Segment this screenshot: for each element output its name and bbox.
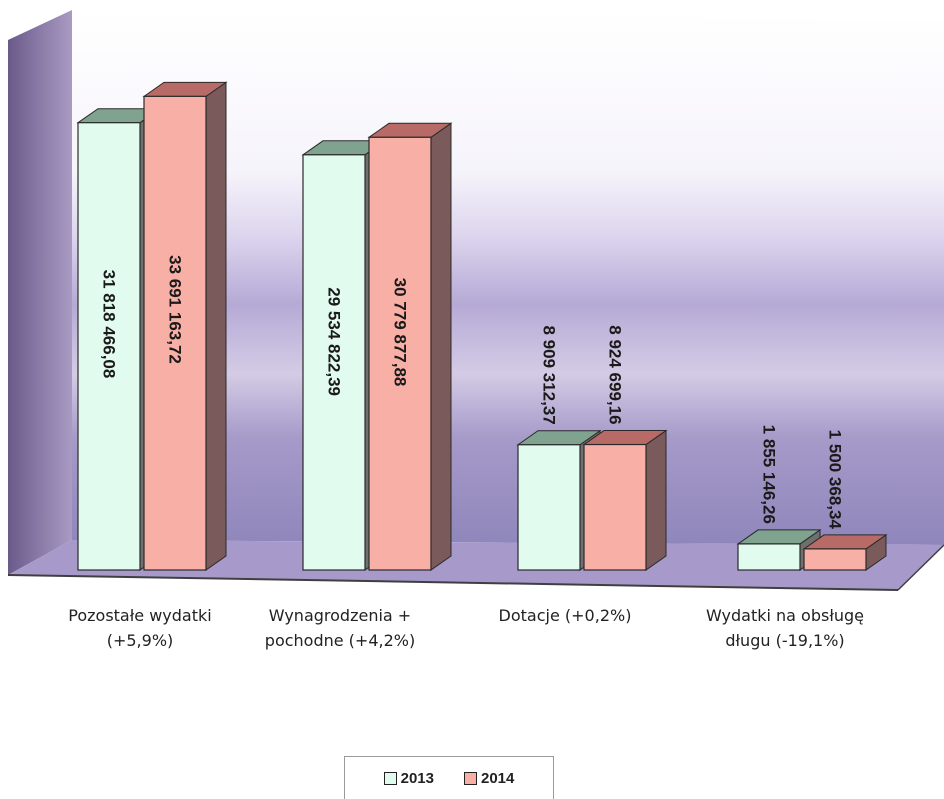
category-label-4-line-1: Wydatki na obsługę (705, 606, 865, 625)
category-label-1-line-1: Pozostałe wydatki (68, 606, 212, 625)
category-label-2: Wynagrodzenia + pochodne (+4,2%) (240, 603, 440, 653)
side-wall (8, 10, 72, 575)
bar-2014-3 (583, 443, 647, 571)
bar-2014-1-side (205, 81, 227, 571)
bar-2013-4 (737, 543, 801, 571)
legend-label-2014: 2014 (481, 769, 515, 787)
category-label-1: Pozostałe wydatki (+5,9%) (40, 603, 240, 653)
value-label-2013-1: 31 818 466,08 (100, 270, 119, 379)
value-label-2013-2: 29 534 822,39 (325, 287, 344, 396)
legend-swatch-2013 (383, 771, 397, 785)
category-label-3-line-1: Dotacje (+0,2%) (498, 606, 632, 625)
value-label-2014-1: 33 691 163,72 (166, 255, 185, 364)
back-wall (72, 10, 944, 545)
bar-2014-1 (143, 95, 207, 571)
bar-2013-2 (302, 154, 366, 571)
bar-2014-2-side (430, 122, 452, 571)
value-label-2013-4: 1 855 146,26 (760, 425, 779, 524)
value-label-2013-3: 8 909 312,37 (540, 325, 559, 424)
bar-2014-4 (803, 548, 867, 571)
chart-floor (8, 540, 944, 590)
category-label-3: Dotacje (+0,2%) (465, 603, 665, 628)
bar-2014-3-side (645, 429, 667, 571)
legend-item-2014: 2014 (464, 770, 514, 787)
floor-front-edge (7, 574, 899, 591)
category-label-2-line-2: pochodne (+4,2%) (264, 631, 416, 650)
bar-2013-3 (517, 444, 581, 571)
legend-swatch-2014 (464, 771, 477, 785)
legend-label-2013: 2013 (400, 769, 434, 787)
chart-legend: 2013 2014 (344, 756, 554, 799)
chart-walls (7, 10, 944, 591)
value-label-2014-4: 1 500 368,34 (826, 430, 845, 530)
bar-2014-2 (368, 136, 432, 571)
category-label-4-line-2: długu (-19,1%) (725, 631, 845, 650)
category-label-4: Wydatki na obsługę długu (-19,1%) (685, 603, 885, 653)
legend-item-2013: 2013 (383, 769, 434, 787)
category-label-1-line-2: (+5,9%) (106, 631, 174, 650)
floor-right-edge (897, 544, 944, 591)
category-label-2-line-1: Wynagrodzenia + (268, 606, 412, 625)
value-label-2014-2: 30 779 877,88 (391, 278, 410, 387)
value-label-2014-3: 8 924 699,16 (606, 325, 625, 424)
bar-2013-1 (77, 122, 141, 571)
